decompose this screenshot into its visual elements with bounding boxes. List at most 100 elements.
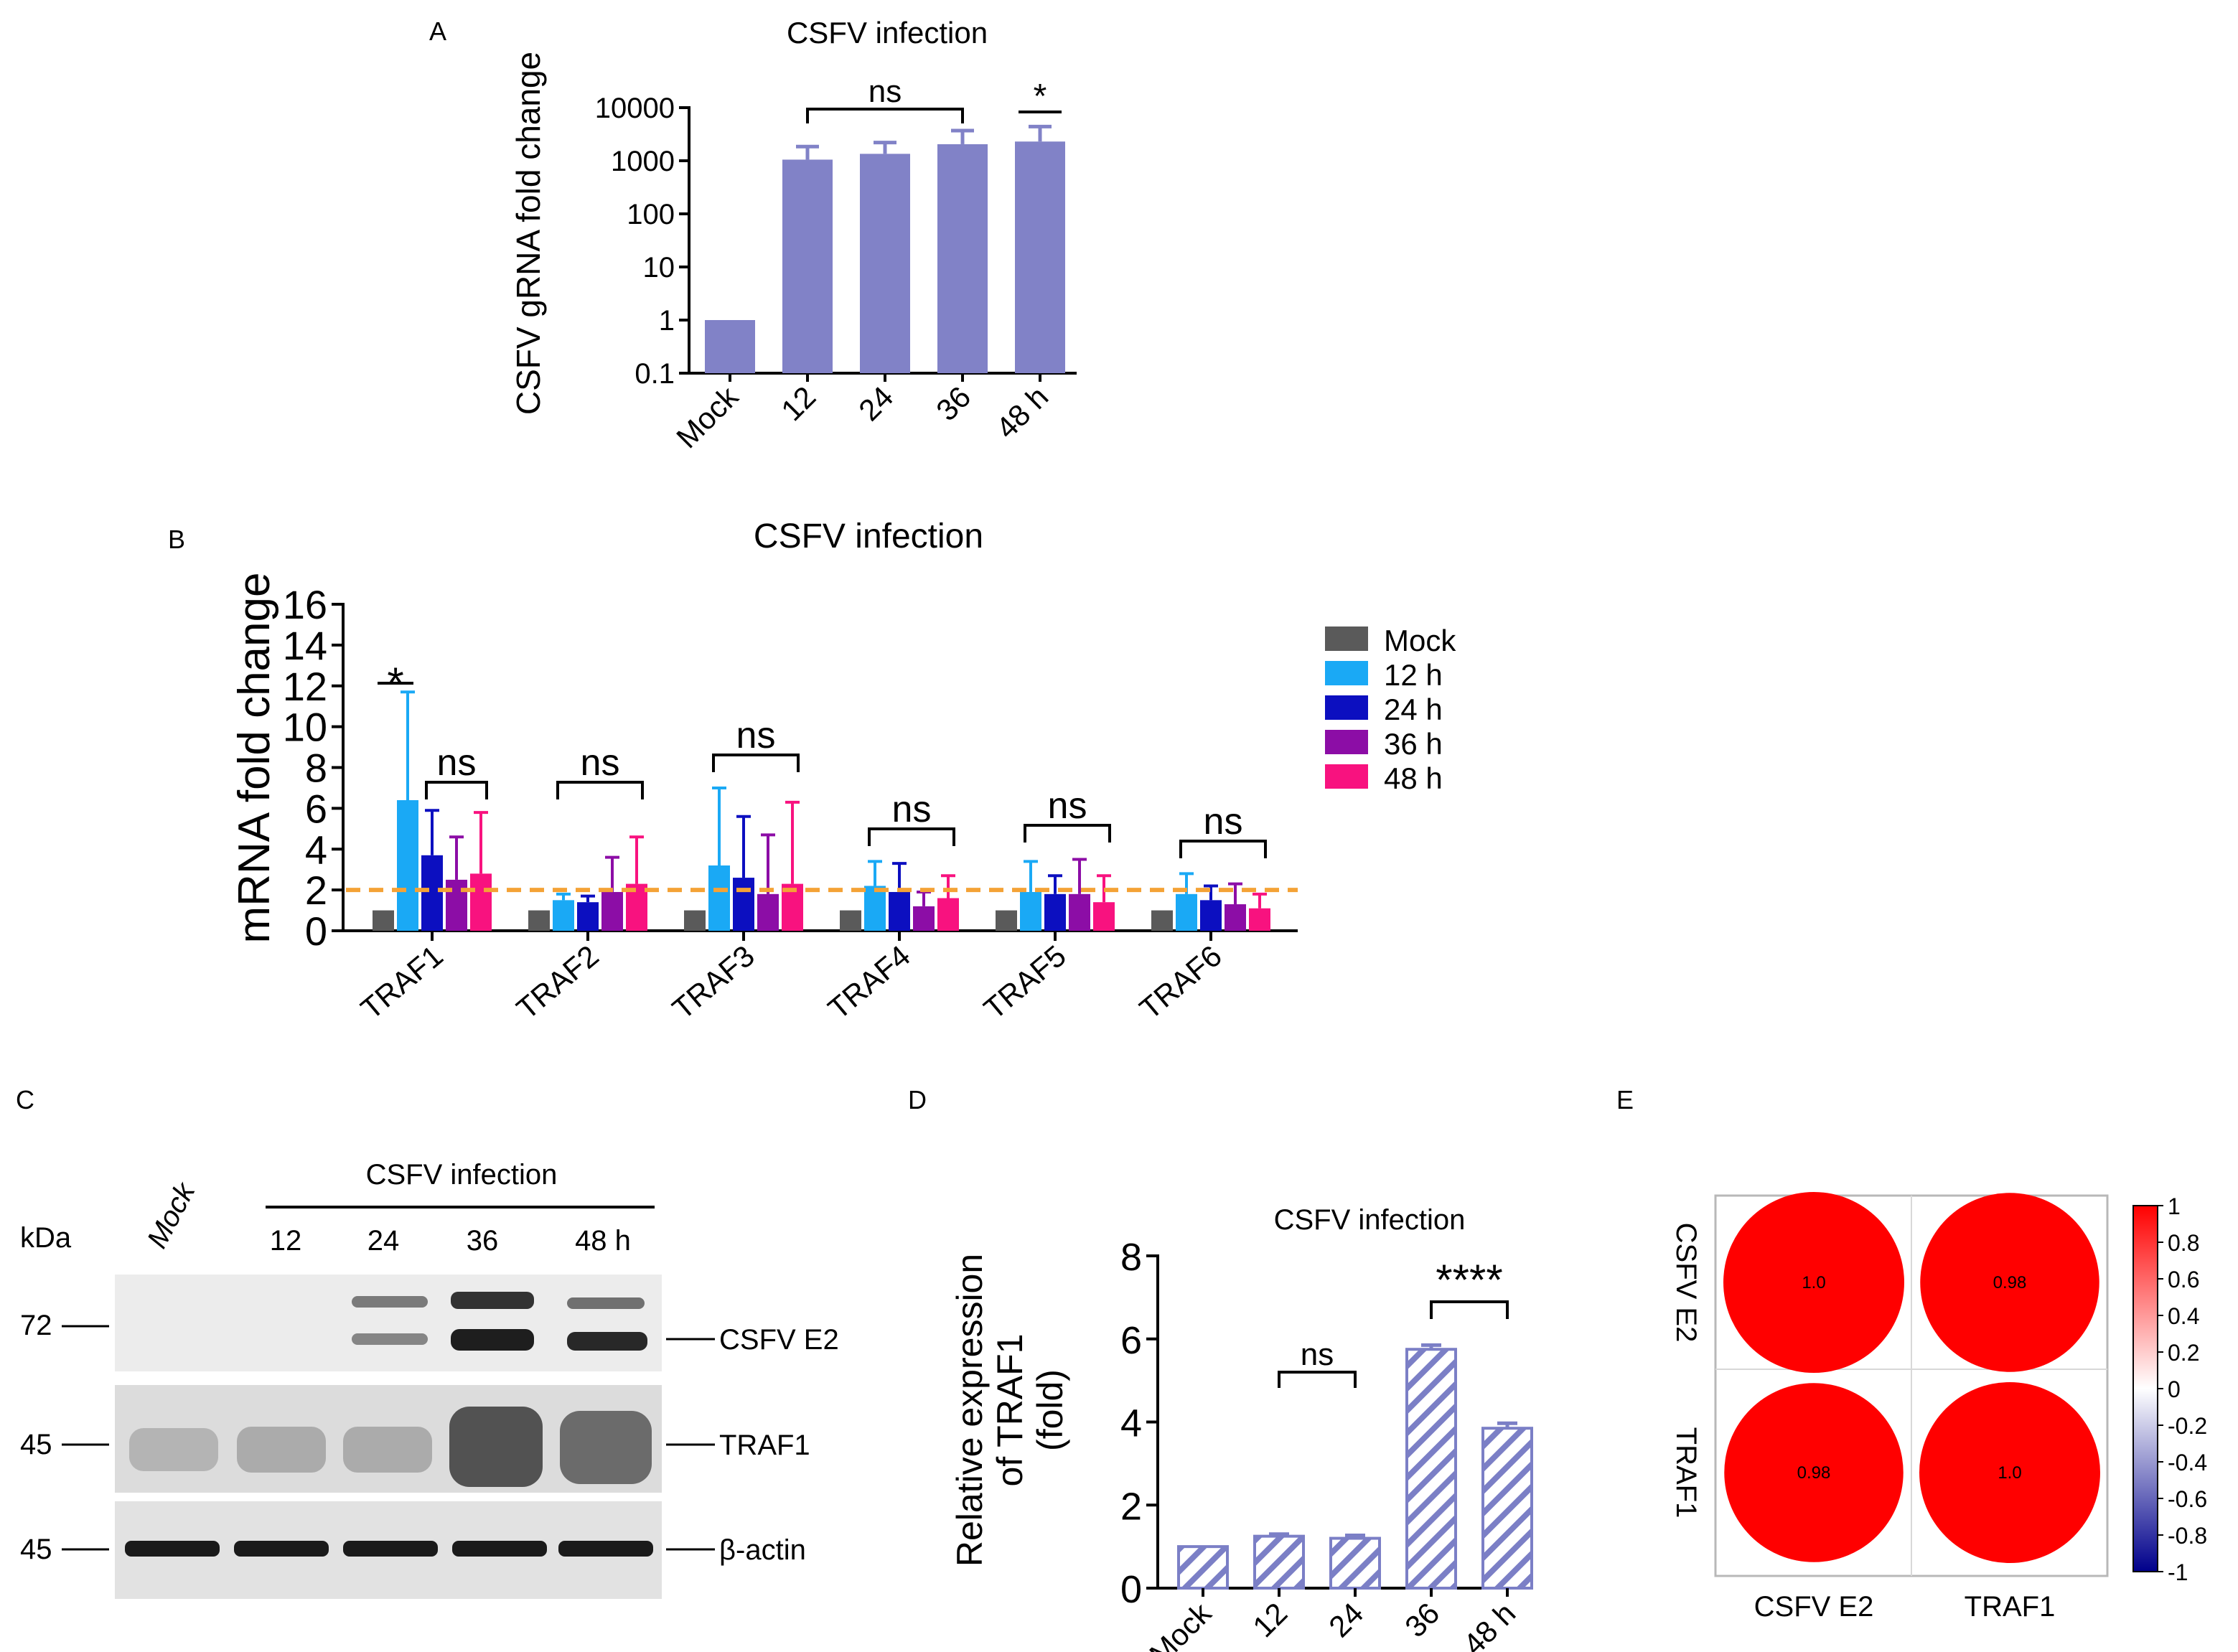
colorbar [2132,1205,2158,1572]
panel-a-ytick-label: 10 [643,252,675,283]
panel-b-annotation-2-bracket [556,781,644,799]
panel-a-xtick-label: 48 h [989,380,1054,445]
panel-d-bar-48-h [1481,1427,1533,1590]
panel-b-ytick-label: 2 [305,868,327,913]
panel-b-annotation-4-label: ns [892,789,932,830]
panel-c: C CSFV infection Mock kDa 12 24 36 48 h … [16,1085,839,1599]
band-e2-36-upper [451,1292,534,1309]
panel-a-bar-24 [860,154,910,374]
panel-b-xtick-label: TRAF5 [978,939,1072,1026]
lane-label-24: 24 [367,1225,400,1257]
correlation-circle-csfv-e2-traf1 [1920,1193,2099,1372]
panel-b-legend-swatch-mock [1325,626,1368,651]
panel-e-chart: 1.0 0.98 CSFV E2 0.98 1.0 TRAF1 CSFV E2 TRAF1 [1670,1192,2100,1623]
band-e2-36-lower [451,1329,534,1351]
band-label-actin: β-actin [719,1534,806,1566]
panel-b-ytick-label: 6 [305,786,327,831]
panel-d-letter: D [908,1085,927,1114]
panel-b-legend-label-24-h: 24 h [1384,693,1443,726]
band-actin-48 [558,1541,653,1557]
panel-b-annotation-5-bracket [1024,824,1111,843]
band-traf1-mock [129,1428,218,1471]
panel-d-ylabel-line-1: Relative expression [950,1254,990,1567]
panel-a-ytick-label: 100 [627,199,675,230]
colorbar-tick-label: -0.6 [2168,1486,2207,1512]
panel-e: E 1.0 0.98 CSFV E2 0.98 1.0 TRAF1 CSFV E2 TRAF1… [1616,1085,2207,1623]
panel-d-xtick-label: 24 [1322,1596,1370,1643]
band-actin-mock [125,1541,220,1557]
correlation-value-csfv-e2-traf1: 0.98 [1993,1273,2027,1292]
panel-d-ylabel: Relative expression of TRAF1 (fold) [950,1254,1070,1567]
panel-b-legend-swatch-36-h [1325,730,1368,754]
band-e2-48-upper [567,1297,645,1309]
lane-label-36: 36 [467,1225,499,1257]
panel-d-xtick-label: 12 [1246,1596,1293,1643]
panel-a-annotation-0-label: ns [868,74,902,109]
panel-d-annotation-1-label: **** [1436,1256,1502,1304]
panel-b-annotation-1-label: ns [437,742,477,784]
panel-b-annotation-6-bracket [1179,840,1267,858]
panel-b-xtick-label: TRAF1 [355,939,449,1026]
panel-d-xtick-label: Mock [1143,1595,1218,1652]
marker-45b: 45 [20,1534,52,1565]
lane-label-12: 12 [270,1225,302,1257]
panel-b-annotation-label: * [387,659,403,707]
blot-traf1-bands [129,1407,652,1487]
band-actin-12 [234,1541,329,1557]
band-traf1-48 [560,1411,652,1484]
blot-e2-bands [352,1292,647,1351]
colorbar-tick-label: -0.4 [2168,1450,2207,1475]
panel-b-bar-traf3-36-h [757,893,779,931]
band-label-e2: CSFV E2 [719,1324,839,1356]
panel-a-letter: A [429,17,446,46]
panel-b-bar-traf4-mock [840,910,861,931]
panel-b-legend-label-36-h: 36 h [1384,727,1443,761]
panel-d-bar-mock [1177,1545,1229,1590]
correlation-value-csfv-e2-csfv-e2: 1.0 [1802,1273,1825,1292]
panel-b-xtick-label: TRAF2 [510,939,605,1026]
panel-d-bar-24 [1329,1536,1381,1590]
colorbar-tick-label: -0.8 [2168,1523,2207,1549]
panel-d-title: CSFV infection [1274,1204,1466,1236]
panel-b-xtick-label: TRAF3 [666,939,761,1026]
panel-a-ylabel: CSFV gRNA fold change [510,52,547,415]
panel-b-annotation-3-bracket [712,754,800,772]
band-e2-24-lower [352,1333,428,1345]
panel-a-ytick-label: 1 [659,305,675,337]
marker-72: 72 [20,1310,52,1341]
panel-b-annotation-5-label: ns [1048,785,1087,827]
band-traf1-12 [237,1427,326,1473]
panel-b-bar-traf2-mock [528,910,550,931]
panel-b-xtick-label: TRAF4 [822,939,917,1026]
correlation-circle-traf1-traf1 [1919,1382,2100,1563]
panel-a-bar-mock [705,320,755,373]
panel-b-annotation-6-label: ns [1204,801,1243,843]
correlation-col-label-traf1: TRAF1 [1965,1591,2056,1623]
band-e2-48-lower [567,1332,647,1351]
panel-b-bar-traf6-48-h [1249,908,1270,931]
panel-b-bar-traf2-24-h [577,902,599,931]
panel-b-bar-traf1-48-h [470,873,492,931]
panel-b-bar-traf6-mock [1151,910,1173,931]
panel-a-xtick-label: 24 [852,380,899,427]
marker-45a: 45 [20,1429,52,1460]
colorbar-tick-label: 0.8 [2168,1230,2199,1256]
panel-b-bar-traf5-24-h [1044,893,1066,931]
panel-b: B CSFV infection mRNA fold change 024681… [168,517,1456,1026]
blot-e2-strip [115,1275,662,1371]
correlation-value-traf1-csfv-e2: 0.98 [1797,1463,1831,1483]
correlation-circle-traf1-csfv-e2 [1724,1383,1904,1562]
panel-b-bar-traf1-12-h [397,800,418,931]
panel-b-bar-traf4-36-h [913,906,935,931]
band-traf1-36 [449,1407,543,1487]
panel-a-chart: 0.1 1 10 100 1000 10000 Mock 12 24 36 48 h ns * [595,74,1077,454]
colorbar-tick-label: 0.4 [2168,1303,2199,1329]
panel-b-annotation-4-bracket [868,827,955,846]
mock-lane-label: Mock [141,1177,202,1254]
panel-b-ytick-label: 10 [283,705,327,750]
panel-a-ytick-label: 0.1 [635,358,675,390]
colorbar-tick-label: 0 [2168,1376,2181,1402]
panel-b-bar-traf5-mock [996,910,1017,931]
panel-a-ytick-label: 10000 [595,93,675,124]
